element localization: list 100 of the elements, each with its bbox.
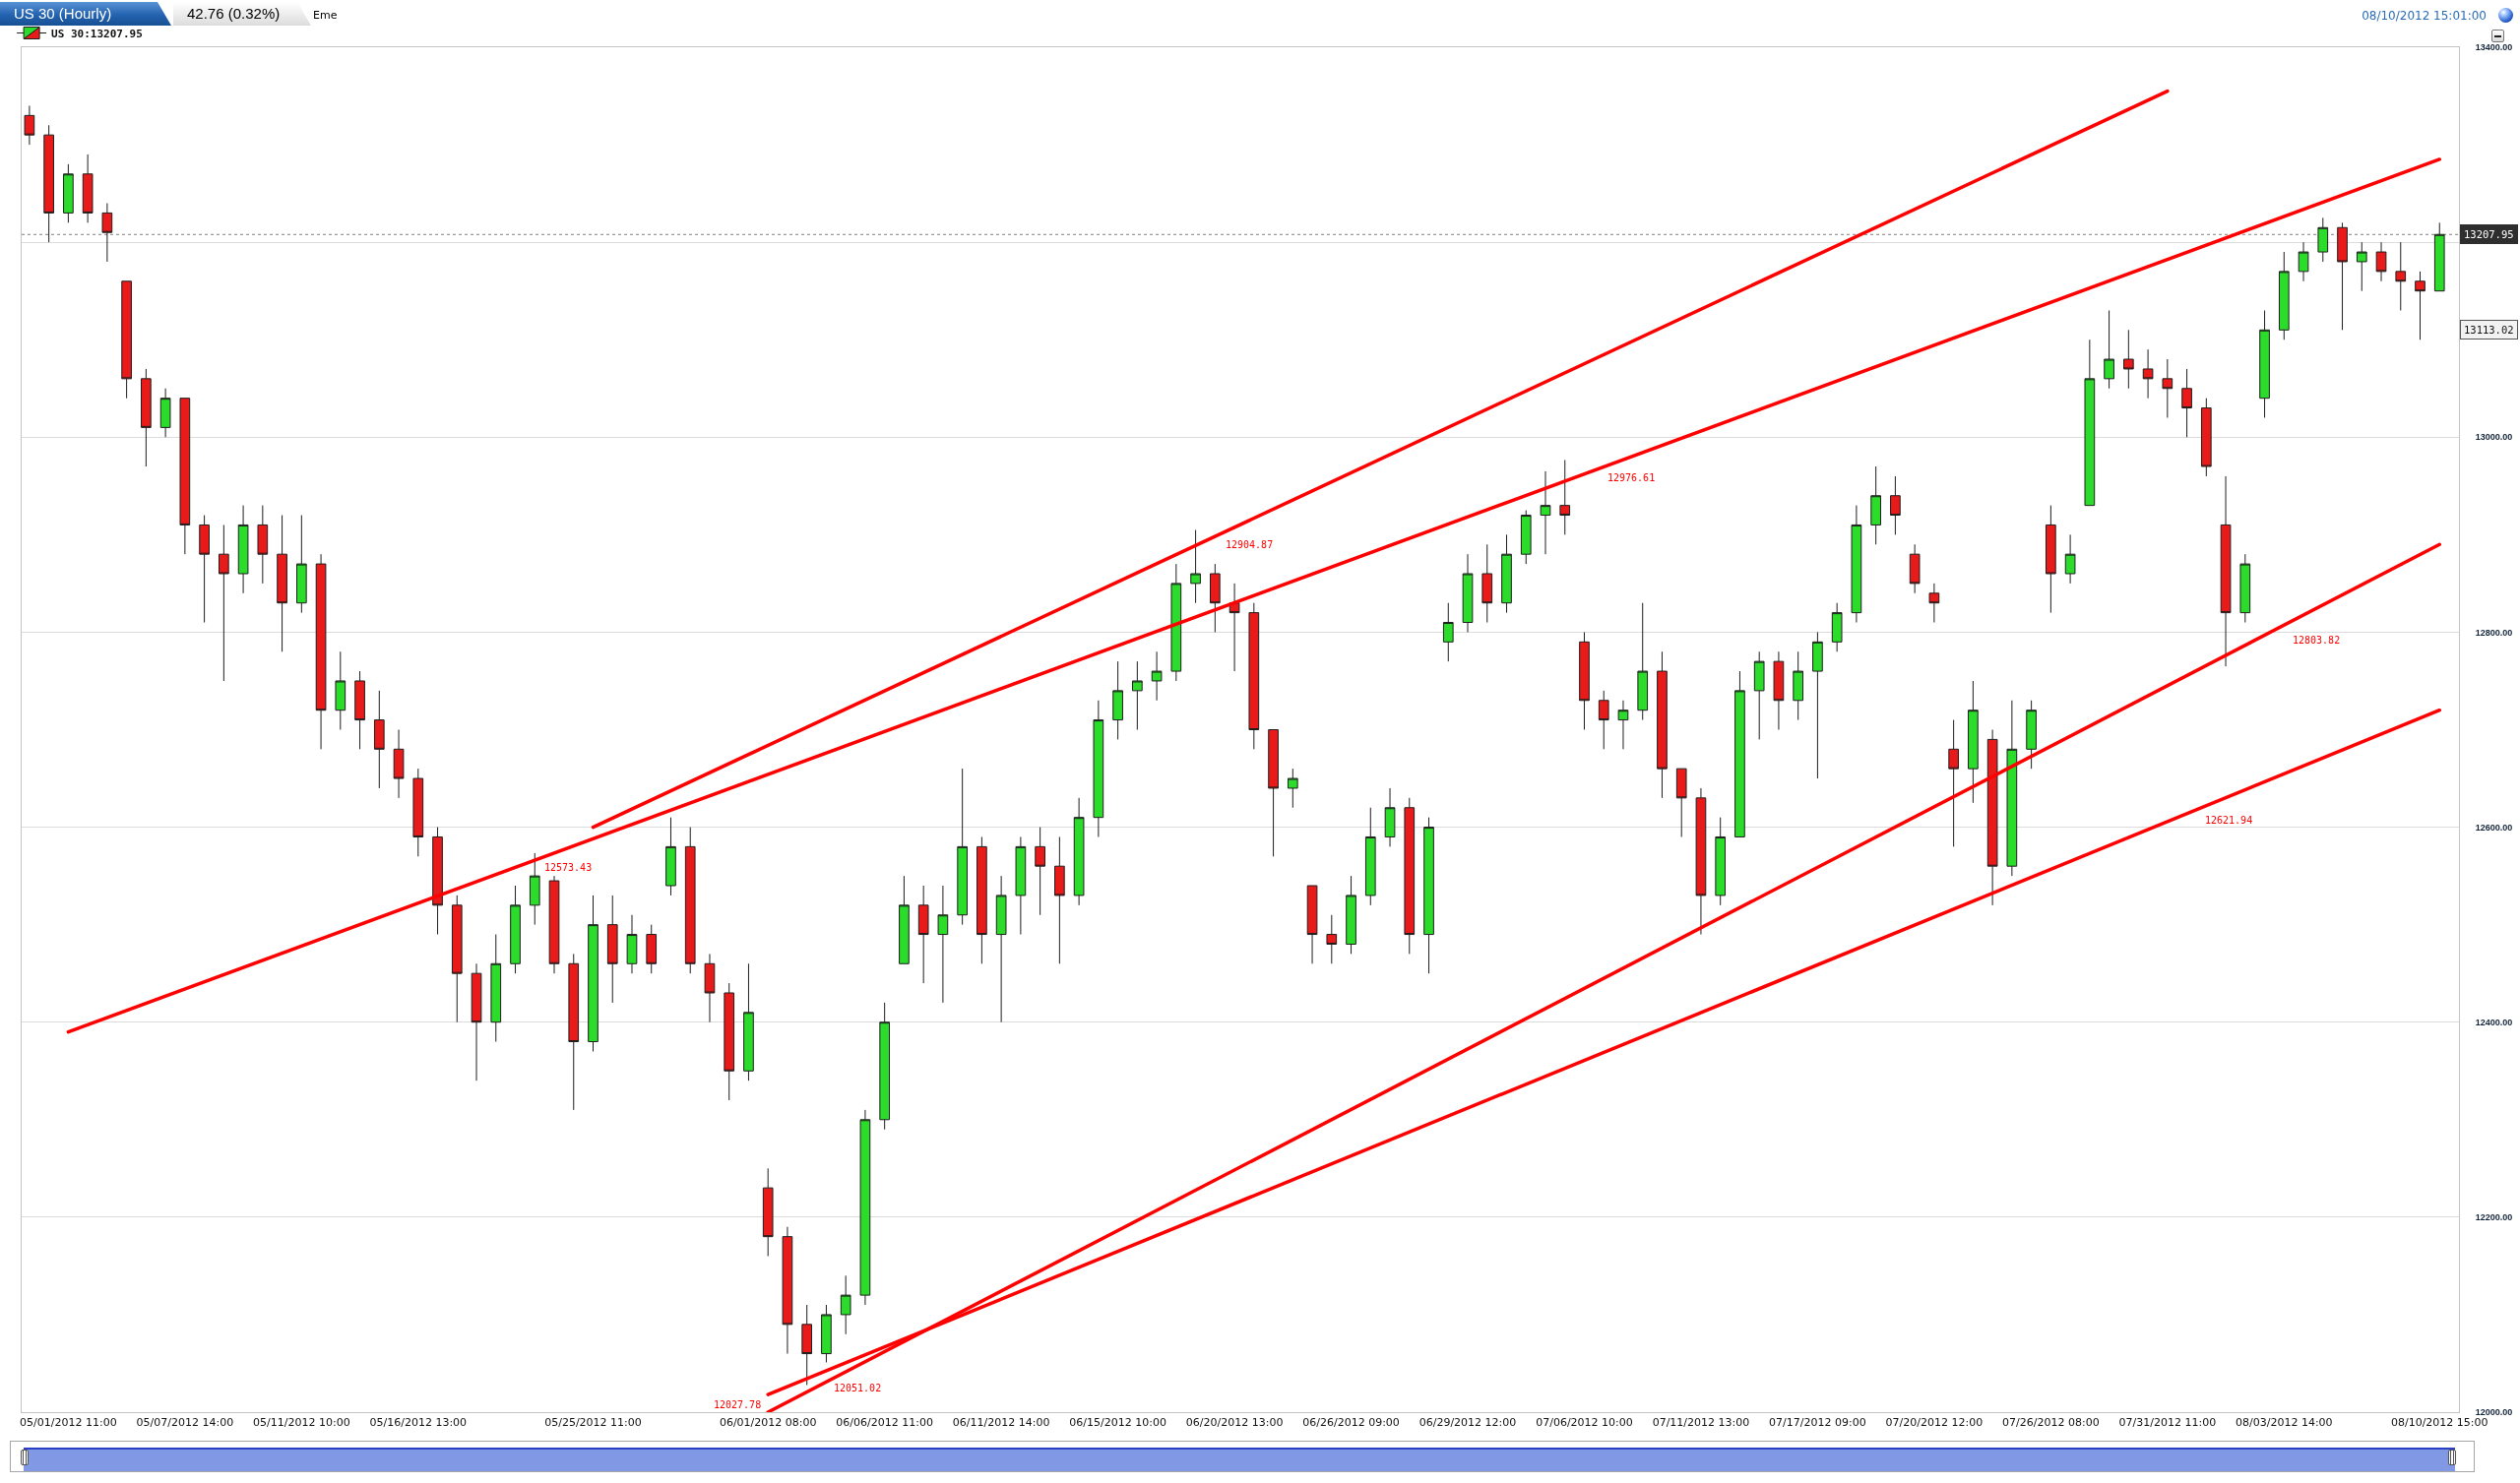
candlestick	[2375, 241, 2387, 282]
annotation: 12621.94	[2205, 815, 2253, 826]
candlestick	[879, 1002, 891, 1131]
candlestick	[1617, 700, 1629, 750]
y-tick-label: 13000.00	[2475, 432, 2513, 443]
candlestick	[743, 962, 754, 1081]
x-tick-label: 07/06/2012 10:00	[1536, 1416, 1633, 1430]
x-tick-label: 06/11/2012 14:00	[952, 1416, 1050, 1430]
candlestick	[1190, 529, 1201, 604]
candlestick	[782, 1226, 793, 1355]
candlestick	[335, 650, 346, 730]
candlestick	[1054, 835, 1065, 964]
x-tick-label: 06/20/2012 13:00	[1185, 1416, 1284, 1430]
candlestick	[1423, 817, 1434, 974]
candlestick	[1501, 533, 1512, 614]
x-tick-label: 07/26/2012 08:00	[2002, 1416, 2100, 1430]
ref-line-label: 13207.95	[2464, 228, 2514, 240]
candlestick	[1093, 700, 1104, 837]
candlestick	[237, 505, 249, 594]
candlestick	[2220, 475, 2232, 667]
candlestick	[1248, 602, 1260, 750]
candlestick	[1657, 650, 1668, 799]
candlestick	[141, 368, 152, 467]
candlestick	[1346, 875, 1356, 955]
x-tick-label: 07/17/2012 09:00	[1769, 1416, 1866, 1430]
y-tick-label: 12000.00	[2475, 1407, 2513, 1418]
candlestick	[588, 895, 598, 1052]
candlestick	[684, 827, 696, 974]
chart-subtitle: 42.76 (0.32%)	[187, 5, 281, 22]
x-tick-label: 08/03/2012 14:00	[2236, 1416, 2333, 1430]
candlestick	[199, 515, 210, 624]
candlestick	[1928, 583, 1940, 624]
x-tick-label: 07/31/2012 11:00	[2118, 1416, 2217, 1430]
candlestick	[1520, 510, 1532, 565]
candlestick	[2239, 553, 2251, 624]
candlestick	[821, 1304, 832, 1363]
candlestick	[393, 729, 405, 799]
candlestick	[1909, 543, 1921, 594]
candlestick	[2162, 358, 2174, 418]
legend-label: US 30:13207.95	[51, 27, 143, 40]
candlestick	[2200, 398, 2212, 477]
candlestick	[976, 835, 987, 964]
candlestick	[2415, 271, 2426, 340]
candlestick	[548, 875, 560, 974]
candlestick	[432, 827, 443, 936]
candlestick	[1481, 543, 1493, 624]
candlestick	[101, 203, 113, 263]
y-tick-label: 12600.00	[2475, 822, 2513, 833]
candlestick	[2104, 309, 2114, 390]
candlestick	[606, 895, 618, 1004]
y-tick-label: 12200.00	[2475, 1212, 2513, 1223]
candlestick	[937, 885, 949, 1004]
candlestick	[373, 690, 385, 789]
x-tick-label: 06/06/2012 11:00	[836, 1416, 933, 1430]
candlestick	[1773, 650, 1785, 730]
candlestick	[2064, 533, 2076, 585]
candlestick	[1035, 827, 1045, 916]
candlestick	[315, 553, 327, 750]
annotation: 12803.82	[2293, 635, 2341, 646]
candlestick	[2142, 348, 2154, 400]
candlestick	[257, 505, 269, 585]
text: 13113.02	[2464, 324, 2514, 336]
candlestick	[1753, 650, 1765, 740]
candlestick	[762, 1167, 774, 1257]
candlestick	[1326, 914, 1338, 964]
candlestick	[724, 982, 735, 1101]
y-tick-label: 13400.00	[2475, 42, 2513, 53]
annotation: 12027.78	[714, 1399, 762, 1410]
candlestick	[24, 104, 35, 146]
candlestick	[957, 768, 968, 926]
candlestick	[2317, 216, 2329, 263]
candlestick	[1442, 602, 1454, 662]
x-tick-label: 07/20/2012 12:00	[1885, 1416, 1984, 1430]
candlestick	[995, 875, 1007, 1023]
candlestick	[1598, 690, 1609, 750]
candlestick	[2026, 700, 2037, 770]
candlestick	[646, 924, 658, 974]
candlestick	[665, 817, 676, 896]
chart-title: US 30 (Hourly)	[14, 5, 112, 22]
candlestick	[1559, 459, 1571, 535]
candlestick	[490, 934, 502, 1043]
candlestick	[1734, 670, 1745, 837]
candlestick	[471, 962, 482, 1081]
candlestick	[568, 953, 580, 1111]
candlestick	[1812, 631, 1823, 779]
x-tick-label: 08/10/2012 15:00	[2390, 1416, 2488, 1430]
candlestick	[2259, 309, 2270, 418]
candlestick	[1715, 817, 1727, 906]
candlestick	[1986, 729, 1998, 906]
candlestick	[840, 1274, 851, 1335]
candlestick	[1870, 465, 1881, 545]
candlestick	[2433, 221, 2445, 292]
candlestick	[2181, 368, 2192, 438]
candlestick	[219, 524, 229, 682]
candlestick	[1831, 602, 1843, 652]
candlestick	[1462, 553, 1474, 633]
x-tick-label: 06/29/2012 12:00	[1418, 1416, 1517, 1430]
candlestick	[2298, 241, 2309, 282]
candlestick	[529, 852, 540, 926]
candlestick	[82, 154, 94, 223]
